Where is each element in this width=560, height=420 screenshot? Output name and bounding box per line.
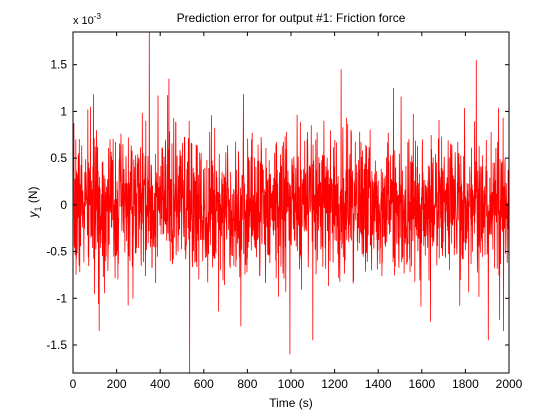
x-tick-label: 800	[237, 377, 257, 391]
y-multiplier-prefix: x 10	[73, 15, 94, 27]
y-axis-label-unit: (N)	[26, 186, 40, 206]
y-multiplier-exponent: -3	[94, 12, 102, 21]
x-tick-label: 1200	[321, 377, 348, 391]
chart-title: Prediction error for output #1: Friction…	[177, 11, 406, 25]
y-tick-label: 1.5	[50, 58, 67, 72]
x-axis: 0 200 400 600 800 1000 1200 1400 1600 1800 2000	[70, 32, 523, 391]
y-tick-label: -1.5	[46, 338, 67, 352]
x-tick-label: 0	[70, 377, 77, 391]
x-axis-label: Time (s)	[269, 396, 313, 410]
y-tick-label: -1	[56, 291, 67, 305]
y-tick-label: 0.5	[50, 151, 67, 165]
y-multiplier: x 10-3	[73, 12, 101, 27]
y-tick-label: 0	[60, 198, 67, 212]
x-tick-label: 1600	[408, 377, 435, 391]
y-axis-label-main: y	[26, 211, 40, 219]
y-axis-label-sub: 1	[33, 206, 43, 211]
y-axis: -1.5 -1 -0.5 0 0.5 1 1.5	[46, 58, 509, 352]
x-tick-label: 1000	[278, 377, 305, 391]
error-series-line	[73, 32, 509, 373]
x-tick-label: 200	[107, 377, 127, 391]
y-axis-label: y1 (N)	[26, 186, 43, 218]
x-tick-label: 400	[150, 377, 170, 391]
x-tick-label: 2000	[496, 377, 523, 391]
x-tick-label: 1800	[452, 377, 479, 391]
x-tick-label: 1400	[365, 377, 392, 391]
series-layer	[73, 32, 509, 373]
x-tick-label: 600	[194, 377, 214, 391]
y-tick-label: -0.5	[46, 245, 67, 259]
y-tick-label: 1	[60, 104, 67, 118]
